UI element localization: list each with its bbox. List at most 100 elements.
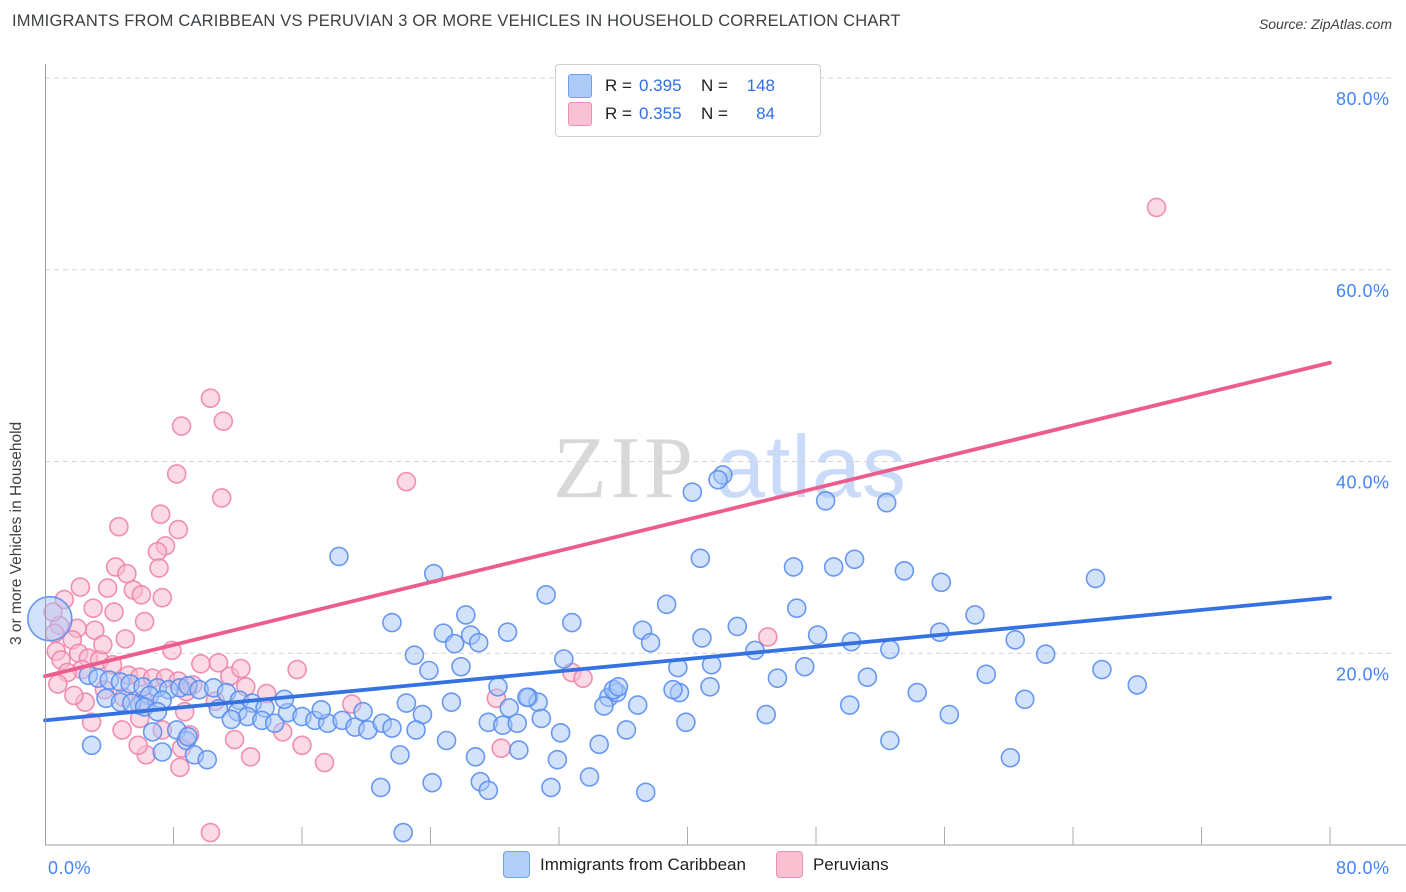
caribbean-point	[767, 668, 788, 688]
stats-row-peruvian: R = 0.355 N = 84	[568, 101, 808, 127]
peruvian-point	[64, 685, 84, 706]
peruvian-point	[224, 729, 245, 750]
caribbean-point	[1000, 747, 1021, 768]
caribbean-point	[562, 612, 582, 633]
n-value: 84	[756, 104, 775, 123]
caribbean-point	[640, 632, 661, 653]
r-value: 0.395	[639, 76, 682, 95]
caribbean-point	[783, 557, 804, 577]
peruvian-point	[112, 720, 132, 740]
y-tick-label: 40.0%	[1336, 473, 1390, 493]
caribbean-point	[880, 639, 900, 660]
caribbean-point	[692, 628, 712, 648]
caribbean-point	[929, 622, 950, 642]
caribbean-point	[1092, 659, 1112, 680]
caribbean-point	[965, 605, 985, 625]
caribbean-point	[406, 720, 426, 740]
peruvian-point	[70, 577, 91, 597]
peruvian-point	[208, 653, 229, 673]
caribbean-point	[1005, 630, 1025, 650]
peruvian-point	[211, 488, 232, 508]
caribbean-point	[663, 679, 683, 700]
caribbean-point	[396, 693, 417, 713]
caribbean-trendline	[43, 595, 1332, 723]
peruvian-point	[97, 578, 118, 598]
caribbean-point	[700, 677, 720, 697]
watermark-atlas-icon: atlas	[716, 417, 907, 516]
legend-item-peruvians: Peruvians	[775, 851, 889, 878]
caribbean-point	[635, 782, 656, 803]
caribbean-point	[976, 664, 997, 685]
caribbean-point	[370, 777, 391, 798]
caribbean-point	[1127, 675, 1148, 695]
caribbean-point	[541, 777, 561, 798]
peruvian-point	[104, 602, 124, 622]
peruvian-point	[131, 584, 152, 605]
caribbean-point	[419, 660, 439, 681]
caribbean-point	[876, 492, 897, 513]
peruvian-point	[1146, 197, 1167, 218]
peruvian-point	[134, 611, 155, 632]
caribbean-point	[756, 704, 777, 725]
caribbean-point	[178, 726, 198, 747]
caribbean-point	[727, 616, 748, 637]
caribbean-point	[815, 491, 836, 511]
caribbean-point	[807, 625, 828, 645]
caribbean-point	[152, 742, 173, 762]
caribbean-point	[627, 695, 648, 715]
r-label: R =	[605, 104, 632, 123]
peruvians-swatch-icon	[775, 851, 803, 878]
y-tick-label: 80.0%	[1336, 89, 1390, 109]
caribbean-point	[931, 572, 952, 593]
caribbean-point	[531, 708, 552, 729]
caribbean-point	[589, 734, 609, 755]
peruvian-point	[758, 627, 778, 647]
caribbean-point	[656, 594, 677, 615]
peruvian-point	[292, 735, 312, 756]
caribbean-point	[786, 598, 807, 618]
caribbean-swatch-icon	[568, 74, 592, 98]
caribbean-point	[794, 656, 815, 677]
n-label: N =	[701, 76, 728, 95]
x-tick-label-max: 80.0%	[1336, 858, 1390, 878]
peruvian-point	[93, 634, 113, 655]
peruvian-point	[170, 757, 190, 778]
caribbean-point	[509, 740, 529, 760]
caribbean-point	[907, 682, 927, 703]
caribbean-point	[444, 633, 465, 654]
caribbean-point	[844, 549, 865, 570]
peruvian-point	[166, 464, 187, 484]
caribbean-point	[390, 745, 410, 765]
correlation-stats-legend: R = 0.395 N = 148 R = 0.355 N = 84	[555, 64, 821, 137]
peruvian-point	[168, 519, 189, 540]
peruvian-point	[573, 668, 593, 688]
caribbean-point	[1085, 568, 1106, 589]
caribbean-point	[329, 546, 349, 567]
caribbean-point-large	[27, 595, 73, 642]
caribbean-point	[499, 698, 520, 718]
caribbean-point	[197, 749, 218, 770]
peruvian-point	[240, 746, 261, 767]
caribbean-point	[311, 700, 332, 720]
y-axis-label: 3 or more Vehicles in Household	[8, 421, 25, 645]
peruvian-point	[491, 738, 511, 758]
peruvian-point	[200, 388, 221, 409]
caribbean-point	[547, 749, 568, 770]
peruvian-point	[200, 822, 221, 843]
peruvian-swatch-icon	[568, 102, 592, 126]
r-label: R =	[605, 76, 632, 95]
caribbean-point	[608, 677, 629, 697]
caribbean-point	[451, 656, 471, 677]
caribbean-point	[579, 767, 600, 787]
peruvian-point	[128, 735, 148, 756]
peruvian-point	[191, 653, 211, 674]
caribbean-point	[488, 677, 508, 697]
legend-item-caribbean: Immigrants from Caribbean	[503, 851, 746, 878]
caribbean-point	[690, 548, 711, 569]
peruvian-point	[83, 598, 103, 618]
caribbean-point	[422, 772, 442, 793]
caribbean-point	[393, 822, 413, 843]
caribbean-point	[468, 632, 489, 653]
peruvian-point	[150, 504, 171, 525]
caribbean-point	[616, 720, 637, 740]
